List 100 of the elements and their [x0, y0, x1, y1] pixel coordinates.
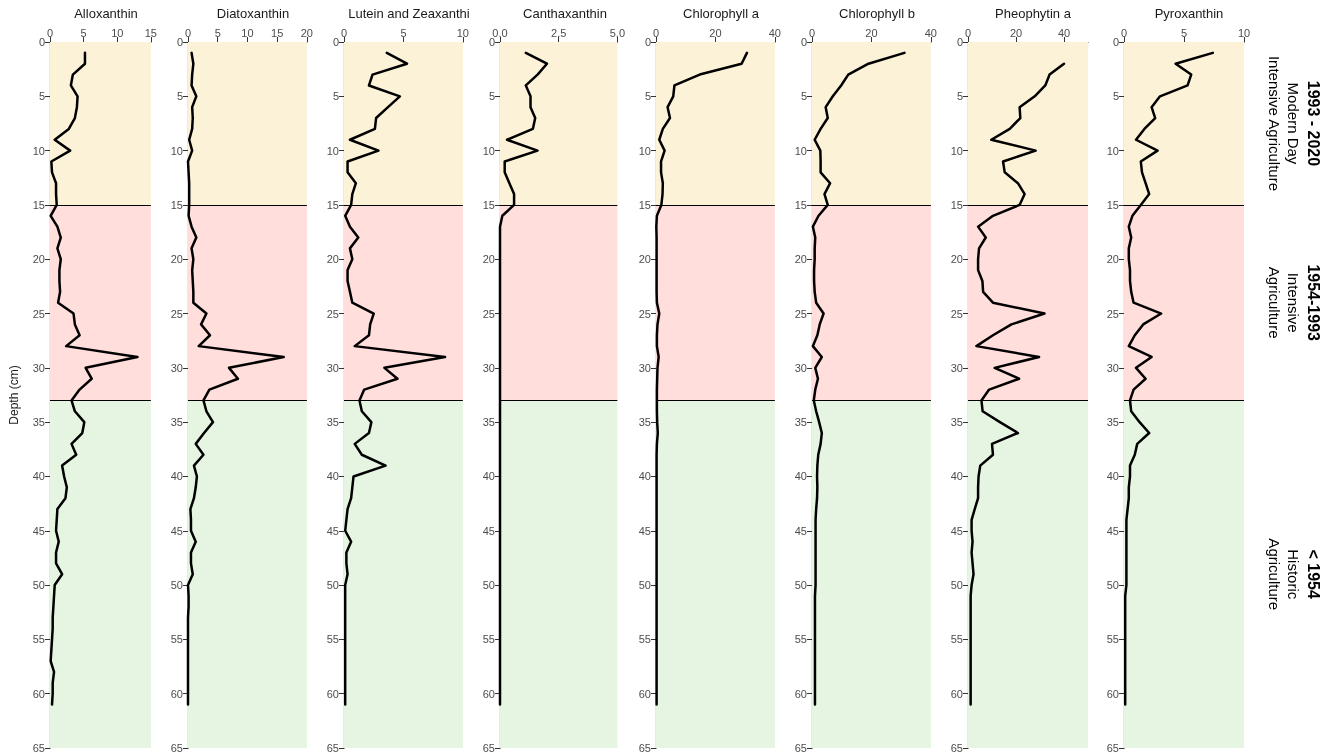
y-tick-label: 30 — [482, 361, 495, 374]
y-tick-label: 40 — [326, 470, 339, 483]
y-tick-label: 5 — [38, 90, 45, 103]
chart-title: Chlorophyll b — [839, 6, 915, 21]
y-tick-label: 10 — [794, 144, 807, 157]
y-tick-label: 35 — [32, 416, 45, 429]
x-tick-label: 0 — [964, 26, 972, 39]
band-label: 1993 - 2020 Modern Day Intensive Agriculture — [1266, 55, 1322, 191]
y-tick-label: 25 — [326, 307, 339, 320]
x-tick-label: 5.0 — [609, 26, 625, 39]
x-tick-label: 20 — [300, 26, 314, 39]
y-tick-label: 35 — [170, 416, 183, 429]
y-tick-label: 65 — [794, 742, 807, 754]
y-tick-label: 10 — [638, 144, 651, 157]
y-tick-label: 40 — [638, 470, 651, 483]
y-tick-label: 50 — [1106, 579, 1119, 592]
y-tick-label: 45 — [638, 524, 651, 537]
y-tick-label: 10 — [170, 144, 183, 157]
y-tick-label: 50 — [482, 579, 495, 592]
y-tick-label: 55 — [326, 633, 339, 646]
x-tick-label: 0 — [340, 26, 348, 39]
x-tick-label: 40 — [768, 26, 782, 39]
y-tick-label: 40 — [170, 470, 183, 483]
y-tick-label: 40 — [32, 470, 45, 483]
x-tick-label: 0 — [652, 26, 660, 39]
y-tick-label: 40 — [1106, 470, 1119, 483]
y-tick-label: 40 — [950, 470, 963, 483]
x-tick-label: 0 — [1120, 26, 1128, 39]
y-tick-label: 60 — [638, 687, 651, 700]
y-tick-label: 60 — [1106, 687, 1119, 700]
x-tick-label: 20 — [709, 26, 722, 39]
y-tick-label: 50 — [950, 579, 963, 592]
y-tick-label: 15 — [326, 198, 339, 211]
chart-title: Diatoxanthin — [216, 6, 290, 21]
y-tick-label: 45 — [170, 524, 183, 537]
y-tick-label: 35 — [326, 416, 339, 429]
y-tick-label: 45 — [1106, 524, 1119, 537]
y-tick-label: 65 — [482, 742, 495, 754]
x-tick-label: 10 — [1237, 26, 1251, 39]
y-tick-label: 20 — [326, 253, 339, 266]
y-tick-label: 65 — [32, 742, 45, 754]
x-tick-label: 0.0 — [492, 26, 508, 39]
y-tick-label: 30 — [1106, 361, 1119, 374]
y-tick-label: 25 — [794, 307, 807, 320]
y-tick-label: 45 — [482, 524, 495, 537]
x-tick-label: 0 — [184, 26, 192, 39]
y-tick-label: 45 — [794, 524, 807, 537]
y-tick-label: 30 — [32, 361, 45, 374]
x-tick-label: 15 — [144, 26, 158, 39]
x-tick-label: 20 — [865, 26, 878, 39]
y-tick-label: 35 — [482, 416, 495, 429]
y-tick-label: 5 — [800, 90, 807, 103]
y-tick-label: 25 — [950, 307, 963, 320]
x-tick-label: 15 — [271, 26, 284, 39]
x-tick-label: 5 — [400, 26, 407, 39]
y-tick-label: 35 — [638, 416, 651, 429]
y-tick-label: 65 — [950, 742, 963, 754]
y-tick-label: 30 — [794, 361, 807, 374]
y-tick-label: 45 — [32, 524, 45, 537]
y-tick-label: 50 — [326, 579, 339, 592]
y-tick-label: 0 — [644, 36, 651, 48]
y-tick-label: 65 — [1106, 742, 1119, 754]
x-tick-label: 40 — [1057, 26, 1071, 39]
x-tick-label: 0 — [46, 26, 54, 39]
y-tick-label: 50 — [794, 579, 807, 592]
x-tick-label: 5 — [1180, 26, 1188, 39]
y-tick-label: 0 — [1112, 36, 1119, 48]
y-tick-label: 20 — [638, 253, 651, 266]
y-tick-label: 35 — [794, 416, 807, 429]
y-tick-label: 0 — [38, 36, 45, 48]
y-tick-label: 45 — [950, 524, 963, 537]
y-tick-label: 60 — [32, 687, 45, 700]
y-tick-label: 65 — [638, 742, 651, 754]
y-tick-label: 25 — [1106, 307, 1119, 320]
y-tick-label: 50 — [32, 579, 45, 592]
y-tick-label: 20 — [482, 253, 495, 266]
y-tick-label: 40 — [482, 470, 495, 483]
y-tick-label: 5 — [1112, 90, 1119, 103]
y-tick-label: 5 — [176, 90, 183, 103]
chart-title: Alloxanthin — [74, 6, 138, 21]
y-tick-label: 45 — [326, 524, 339, 537]
y-tick-label: 10 — [32, 144, 45, 157]
y-tick-label: 65 — [170, 742, 183, 754]
y-tick-label: 35 — [950, 416, 963, 429]
y-tick-label: 65 — [326, 742, 339, 754]
y-tick-label: 30 — [326, 361, 339, 374]
chart-title: Chlorophyll a — [683, 6, 760, 21]
y-axis-title: Depth (cm) — [7, 365, 21, 425]
y-tick-label: 0 — [488, 36, 495, 48]
y-tick-label: 55 — [950, 633, 963, 646]
x-tick-label: 0 — [808, 26, 816, 39]
y-tick-label: 25 — [170, 307, 183, 320]
y-tick-label: 55 — [794, 633, 807, 646]
y-tick-label: 25 — [32, 307, 45, 320]
y-tick-label: 25 — [638, 307, 651, 320]
x-tick-label: 10 — [241, 26, 254, 39]
y-tick-label: 55 — [170, 633, 183, 646]
y-tick-label: 15 — [1106, 198, 1119, 211]
y-tick-label: 15 — [32, 198, 45, 211]
y-tick-label: 20 — [32, 253, 45, 266]
